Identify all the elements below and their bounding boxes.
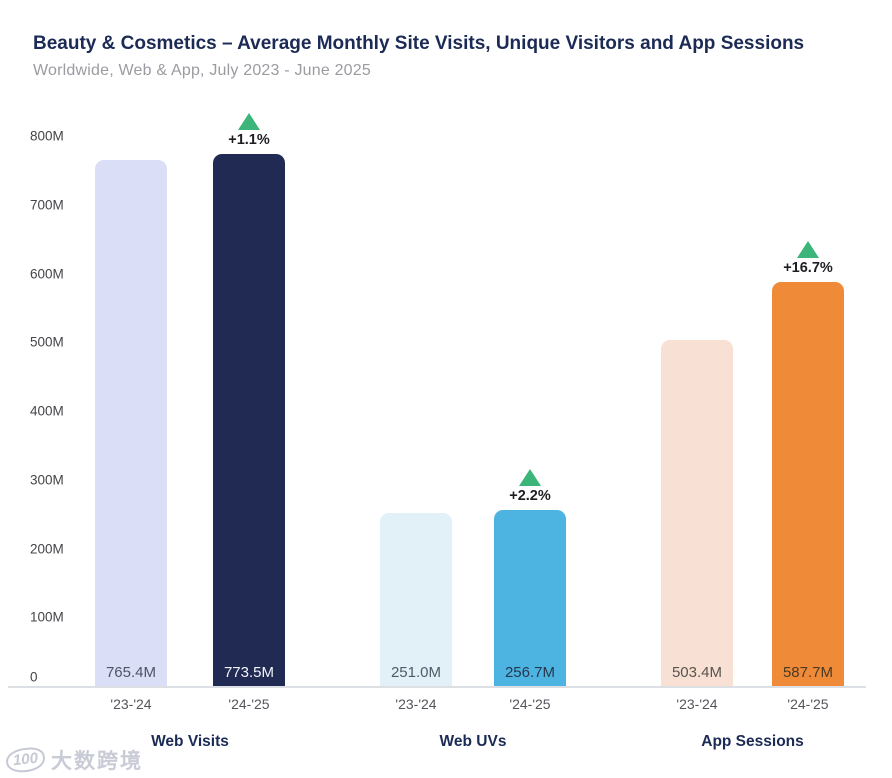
- up-triangle-icon: [238, 113, 260, 131]
- bar-value-label: 256.7M: [504, 664, 556, 681]
- group-label-web-uvs: Web UVs: [439, 733, 507, 750]
- bar-value-label: 251.0M: [390, 664, 442, 681]
- up-triangle-icon: [519, 468, 541, 486]
- watermark-brand-text: 大数跨境: [51, 750, 144, 773]
- bar-web-uvs-current: 256.7M: [494, 509, 566, 686]
- chart-subtitle: Worldwide, Web & App, July 2023 - June 2…: [33, 61, 371, 79]
- y-axis-tick-label: 700M: [30, 197, 64, 213]
- bar-app-sessions-current: 587.7M: [772, 281, 844, 686]
- bar-value-label: 765.4M: [105, 664, 157, 681]
- y-axis-tick-label: 400M: [30, 403, 64, 419]
- watermark-logo-icon: 100: [4, 746, 47, 774]
- up-triangle-icon: [797, 240, 819, 258]
- x-axis-category-label: '24-'25: [509, 696, 551, 712]
- bar-value-label: 587.7M: [782, 664, 834, 681]
- group-label-app-sessions: App Sessions: [701, 733, 804, 750]
- y-axis-tick-label: 800M: [30, 128, 64, 144]
- change-percent-label: +2.2%: [509, 487, 551, 504]
- y-axis-tick-label: 600M: [30, 266, 64, 281]
- y-axis-tick-label: 500M: [30, 334, 64, 350]
- change-percent-label: +1.1%: [228, 132, 270, 149]
- bar-value-label: 773.5M: [223, 664, 275, 681]
- y-axis-tick-label: 100M: [30, 609, 64, 625]
- x-axis-category-label: '23-'24: [676, 696, 718, 712]
- change-annotation: +2.2%: [480, 468, 580, 504]
- x-axis-category-label: '23-'24: [110, 696, 152, 712]
- change-percent-label: +16.7%: [783, 259, 833, 276]
- chart-title: Beauty & Cosmetics – Average Monthly Sit…: [33, 33, 805, 54]
- chart-header: Beauty & Cosmetics – Average Monthly Sit…: [33, 33, 863, 80]
- change-annotation: +1.1%: [199, 113, 299, 148]
- bar-web-visits-previous: 765.4M: [95, 159, 167, 686]
- bar-value-label: 503.4M: [671, 664, 723, 681]
- x-axis-category-label: '24-'25: [228, 696, 270, 712]
- x-axis-category-label: '24-'25: [787, 696, 829, 712]
- group-label-web-visits: Web Visits: [151, 733, 229, 750]
- bar-app-sessions-previous: 503.4M: [661, 339, 733, 686]
- x-axis-line: [8, 686, 866, 688]
- y-axis-tick-label: 200M: [30, 541, 64, 556]
- y-axis-tick-label: 0: [30, 669, 38, 685]
- bar-web-uvs-previous: 251.0M: [380, 513, 452, 686]
- bar-web-visits-current: 773.5M: [213, 154, 285, 686]
- change-annotation: +16.7%: [758, 240, 858, 276]
- x-axis-category-label: '23-'24: [395, 696, 437, 712]
- y-axis-tick-label: 300M: [30, 472, 64, 488]
- watermark: 100 大数跨境: [4, 745, 144, 775]
